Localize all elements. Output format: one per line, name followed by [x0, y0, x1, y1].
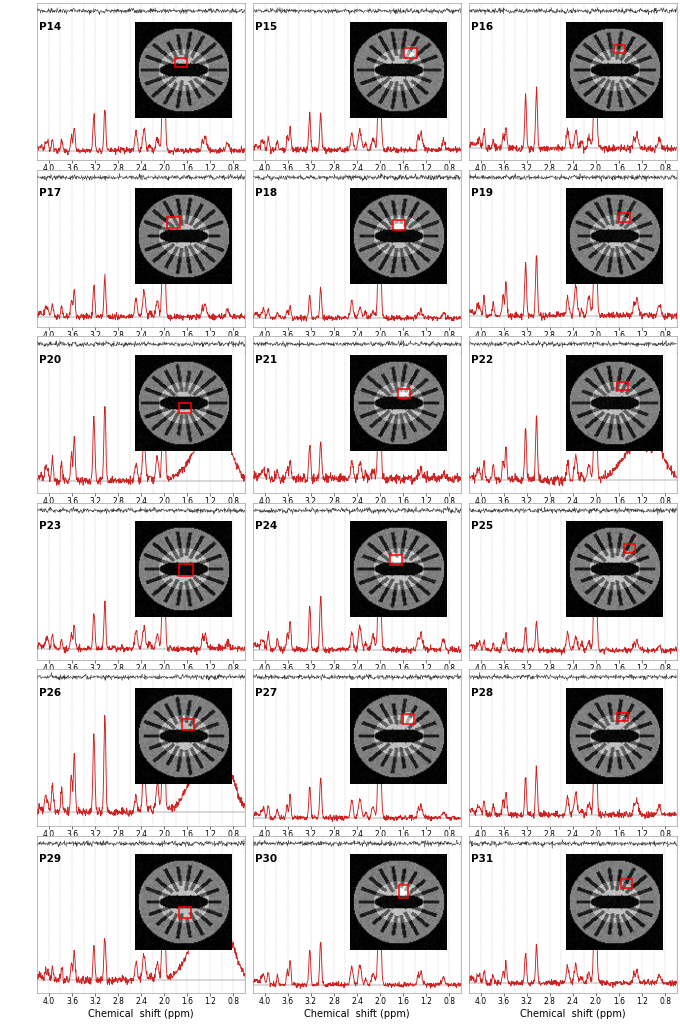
- X-axis label: Chemical  shift (ppm): Chemical shift (ppm): [520, 1008, 626, 1019]
- Text: P20: P20: [39, 355, 62, 364]
- Text: P16: P16: [471, 22, 493, 32]
- Text: P30: P30: [255, 854, 277, 864]
- X-axis label: Chemical  shift (ppm): Chemical shift (ppm): [88, 1008, 194, 1019]
- Text: P29: P29: [39, 854, 61, 864]
- Text: P19: P19: [471, 188, 493, 198]
- Text: P27: P27: [255, 687, 277, 698]
- X-axis label: Chemical  shift (ppm): Chemical shift (ppm): [304, 1008, 410, 1019]
- Text: P21: P21: [255, 355, 277, 364]
- Text: P26: P26: [39, 687, 62, 698]
- Text: P31: P31: [471, 854, 493, 864]
- Text: P24: P24: [255, 521, 277, 531]
- Text: P28: P28: [471, 687, 493, 698]
- Text: P23: P23: [39, 521, 62, 531]
- Text: P25: P25: [471, 521, 493, 531]
- Text: P17: P17: [39, 188, 62, 198]
- Text: P22: P22: [471, 355, 493, 364]
- Text: P14: P14: [39, 22, 62, 32]
- Text: P15: P15: [255, 22, 277, 32]
- Text: P18: P18: [255, 188, 277, 198]
